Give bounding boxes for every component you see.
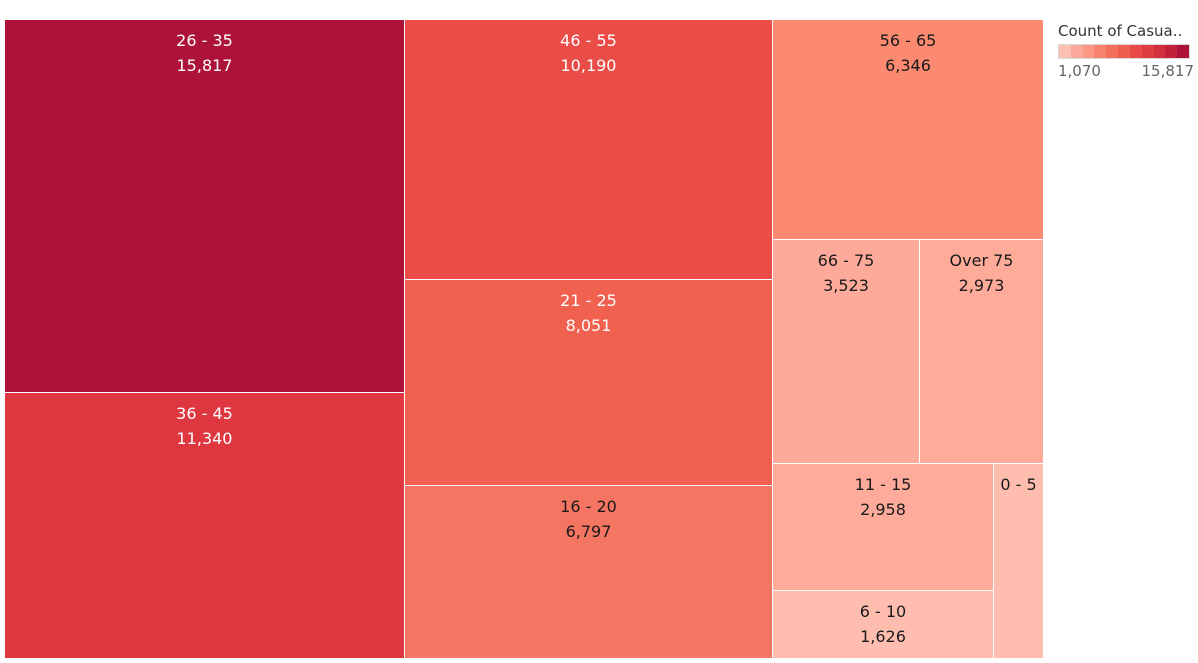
legend-swatch bbox=[1059, 45, 1071, 58]
legend-color-ramp bbox=[1058, 44, 1190, 59]
tile-value: 6,346 bbox=[885, 56, 931, 75]
tile-label: 6 - 10 bbox=[859, 602, 907, 621]
legend-swatch bbox=[1129, 45, 1142, 58]
tile-value: 11,340 bbox=[176, 429, 233, 448]
tile-0-5[interactable]: 0 - 5 bbox=[994, 464, 1044, 659]
tile-11-15[interactable]: 11 - 15 2,958 bbox=[773, 464, 994, 591]
tile-label: 66 - 75 bbox=[817, 251, 875, 270]
legend-swatch bbox=[1094, 45, 1107, 58]
tile-56-65[interactable]: 56 - 65 6,346 bbox=[773, 20, 1044, 240]
legend-swatch bbox=[1070, 45, 1083, 58]
tile-66-75[interactable]: 66 - 75 3,523 bbox=[773, 240, 920, 464]
tile-value: 8,051 bbox=[565, 316, 612, 335]
legend-swatch bbox=[1082, 45, 1095, 58]
tile-label: 26 - 35 bbox=[176, 31, 233, 50]
tile-26-35[interactable]: 26 - 35 15,817 bbox=[5, 20, 405, 393]
tile-label: 0 - 5 bbox=[1000, 475, 1037, 494]
tile-value: 6,797 bbox=[565, 522, 612, 541]
tile-label: Over 75 bbox=[949, 251, 1014, 270]
tile-value: 2,973 bbox=[958, 276, 1005, 295]
legend-swatch bbox=[1177, 45, 1189, 58]
tile-46-55[interactable]: 46 - 55 10,190 bbox=[405, 20, 773, 280]
tile-value: 2,958 bbox=[860, 500, 906, 519]
legend-swatch bbox=[1106, 45, 1119, 58]
legend-max-label: 15,817 bbox=[1141, 62, 1195, 80]
tile-6-10[interactable]: 6 - 10 1,626 bbox=[773, 591, 994, 659]
tile-16-20[interactable]: 16 - 20 6,797 bbox=[405, 486, 773, 659]
color-legend: Count of Casua.. 1,070 15,817 bbox=[1058, 22, 1198, 80]
tile-label: 36 - 45 bbox=[176, 404, 233, 423]
legend-min-label: 1,070 bbox=[1058, 62, 1101, 80]
legend-swatch bbox=[1141, 45, 1154, 58]
tile-label: 21 - 25 bbox=[560, 291, 617, 310]
tile-label: 56 - 65 bbox=[879, 31, 937, 50]
tile-label: 16 - 20 bbox=[560, 497, 617, 516]
legend-swatch bbox=[1118, 45, 1130, 58]
tile-label: 46 - 55 bbox=[560, 31, 617, 50]
tile-value: 10,190 bbox=[560, 56, 617, 75]
legend-title: Count of Casua.. bbox=[1058, 22, 1183, 40]
treemap: 26 - 35 15,817 36 - 45 11,340 46 - 55 10… bbox=[5, 20, 1044, 659]
legend-swatch bbox=[1165, 45, 1178, 58]
tile-over-75[interactable]: Over 75 2,973 bbox=[920, 240, 1044, 464]
tile-value: 15,817 bbox=[176, 56, 233, 75]
legend-swatch bbox=[1153, 45, 1166, 58]
legend-range: 1,070 15,817 bbox=[1058, 62, 1194, 80]
tile-36-45[interactable]: 36 - 45 11,340 bbox=[5, 393, 405, 659]
tile-label: 11 - 15 bbox=[854, 475, 912, 494]
tile-value: 3,523 bbox=[823, 276, 869, 295]
tile-value: 1,626 bbox=[860, 627, 906, 646]
tile-21-25[interactable]: 21 - 25 8,051 bbox=[405, 280, 773, 486]
